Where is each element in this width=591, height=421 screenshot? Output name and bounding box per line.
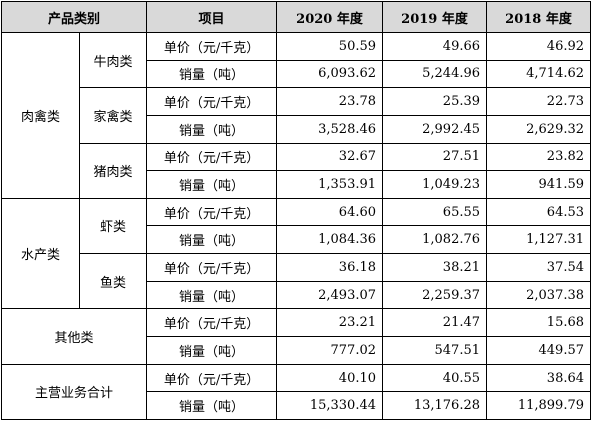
shrimp-volume-2019: 1,082.76 xyxy=(382,225,488,255)
table-row: 销量（吨） 6,093.62 5,244.96 4,714.62 xyxy=(2,59,591,89)
other-price-2020: 23.21 xyxy=(276,308,384,338)
price-label: 单价（元/千克） xyxy=(146,363,278,393)
total-price-2020: 40.10 xyxy=(276,363,384,393)
volume-label: 销量（吨） xyxy=(146,59,278,89)
shrimp-price-2020: 64.60 xyxy=(276,197,384,227)
shrimp-price-2019: 65.55 xyxy=(382,197,488,227)
table-row: 销量（吨） 15,330.44 13,176.28 11,899.79 xyxy=(2,391,591,420)
table-row: 其他类 单价（元/千克） 23.21 21.47 15.68 xyxy=(0,308,591,365)
product-beef: 牛肉类 xyxy=(78,31,148,89)
volume-label: 销量（吨） xyxy=(146,225,278,255)
volume-label: 销量（吨） xyxy=(146,170,278,199)
group-meat: 肉禽类 xyxy=(1,32,80,199)
price-label: 单价（元/千克） xyxy=(146,32,278,61)
other-volume-2019: 547.51 xyxy=(382,336,488,365)
pork-volume-2020: 1,353.91 xyxy=(276,170,384,199)
pork-volume-2019: 1,049.23 xyxy=(382,170,488,199)
poultry-price-2020: 23.78 xyxy=(276,87,384,116)
poultry-volume-2020: 3,528.46 xyxy=(276,114,384,144)
table-row: 鱼类 单价（元/千克） 36.18 38.21 37.54 xyxy=(2,253,591,310)
other-volume-2020: 777.02 xyxy=(276,336,384,365)
group-aquatic: 水产类 xyxy=(1,197,80,310)
other-price-2019: 21.47 xyxy=(382,308,488,338)
pork-price-2019: 27.51 xyxy=(382,142,488,172)
pork-price-2020: 32.67 xyxy=(276,142,384,172)
header-row: 产品类别 项目 2020 年度 2019 年度 2018 年度 xyxy=(0,1,591,33)
product-shrimp: 虾类 xyxy=(78,197,148,255)
total-volume-2018: 11,899.79 xyxy=(486,391,591,420)
table-row: 销量（吨） 777.02 547.51 449.57 xyxy=(2,336,591,365)
fish-price-2020: 36.18 xyxy=(276,253,384,282)
volume-label: 销量（吨） xyxy=(146,336,278,365)
beef-volume-2019: 5,244.96 xyxy=(382,59,488,89)
header-2020: 2020 年度 xyxy=(276,1,384,33)
price-label: 单价（元/千克） xyxy=(146,308,278,338)
price-label: 单价（元/千克） xyxy=(146,197,278,227)
fish-volume-2020: 2,493.07 xyxy=(276,280,384,310)
other-price-2018: 15.68 xyxy=(486,308,591,338)
total-price-2019: 40.55 xyxy=(382,363,488,393)
beef-price-2020: 50.59 xyxy=(276,32,384,61)
fish-price-2018: 37.54 xyxy=(486,253,591,282)
total-volume-2019: 13,176.28 xyxy=(382,391,488,420)
fish-price-2019: 38.21 xyxy=(382,253,488,282)
pork-volume-2018: 941.59 xyxy=(486,170,591,199)
table-row: 销量（吨） 3,528.46 2,992.45 2,629.32 xyxy=(2,114,591,144)
product-other: 其他类 xyxy=(0,308,148,365)
table-row: 家禽类 单价（元/千克） 23.78 25.39 22.73 xyxy=(2,87,591,144)
header-2019: 2019 年度 xyxy=(382,1,488,33)
header-category: 产品类别 xyxy=(0,1,148,33)
beef-volume-2018: 4,714.62 xyxy=(486,59,591,89)
header-2018: 2018 年度 xyxy=(486,1,591,33)
poultry-volume-2019: 2,992.45 xyxy=(382,114,488,144)
volume-label: 销量（吨） xyxy=(146,114,278,144)
table-row: 销量（吨） 1,353.91 1,049.23 941.59 xyxy=(2,170,591,199)
product-fish: 鱼类 xyxy=(78,253,148,310)
shrimp-price-2018: 64.53 xyxy=(486,197,591,227)
other-volume-2018: 449.57 xyxy=(486,336,591,365)
poultry-volume-2018: 2,629.32 xyxy=(486,114,591,144)
price-label: 单价（元/千克） xyxy=(146,142,278,172)
table-row: 猪肉类 单价（元/千克） 32.67 27.51 23.82 xyxy=(2,142,591,199)
beef-price-2018: 46.92 xyxy=(486,32,591,61)
total-volume-2020: 15,330.44 xyxy=(276,391,384,420)
fish-volume-2018: 2,037.38 xyxy=(486,280,591,310)
table-row: 销量（吨） 2,493.07 2,259.37 2,037.38 xyxy=(2,280,591,310)
price-label: 单价（元/千克） xyxy=(146,253,278,282)
price-label: 单价（元/千克） xyxy=(146,87,278,116)
fish-volume-2019: 2,259.37 xyxy=(382,280,488,310)
volume-label: 销量（吨） xyxy=(146,280,278,310)
product-total: 主营业务合计 xyxy=(0,363,148,421)
header-item: 项目 xyxy=(146,1,278,33)
beef-volume-2020: 6,093.62 xyxy=(276,59,384,89)
poultry-price-2019: 25.39 xyxy=(382,87,488,116)
table-row: 肉禽类 牛肉类 单价（元/千克） 50.59 49.66 46.92 xyxy=(1,31,591,199)
shrimp-volume-2020: 1,084.36 xyxy=(276,225,384,255)
product-poultry: 家禽类 xyxy=(78,87,148,144)
table-row: 水产类 虾类 单价（元/千克） 64.60 65.55 64.53 xyxy=(1,197,591,310)
poultry-price-2018: 22.73 xyxy=(486,87,591,116)
shrimp-volume-2018: 1,127.31 xyxy=(486,225,591,255)
product-pork: 猪肉类 xyxy=(78,142,148,199)
beef-price-2019: 49.66 xyxy=(382,32,488,61)
table-row: 主营业务合计 单价（元/千克） 40.10 40.55 38.64 xyxy=(0,363,591,421)
table-row: 销量（吨） 1,084.36 1,082.76 1,127.31 xyxy=(2,225,591,255)
pork-price-2018: 23.82 xyxy=(486,142,591,172)
total-price-2018: 38.64 xyxy=(486,363,591,393)
volume-label: 销量（吨） xyxy=(146,391,278,420)
